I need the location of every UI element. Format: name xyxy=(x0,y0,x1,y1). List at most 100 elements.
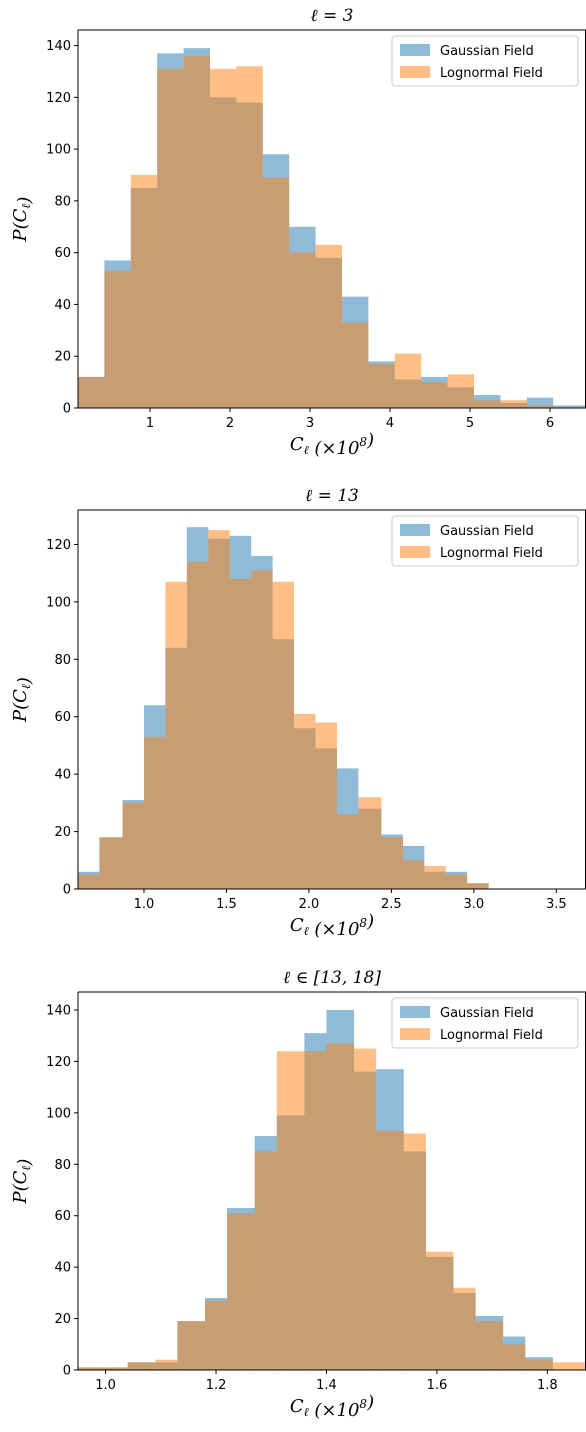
y-tick-label: 0 xyxy=(63,1364,71,1379)
lognormal-bar xyxy=(402,860,425,889)
x-tick-label: 3.5 xyxy=(546,897,567,912)
lognormal-bar xyxy=(326,1043,355,1370)
lognormal-bar xyxy=(453,1287,476,1370)
lognormal-bar xyxy=(424,866,446,889)
lognormal-legend-swatch xyxy=(400,1028,430,1040)
y-tick-label: 80 xyxy=(54,1158,71,1173)
lognormal-bar xyxy=(99,837,123,889)
y-tick-label: 80 xyxy=(54,194,71,209)
chart-panel-2: 0 20 40 60 80 100 120 1.0 1.5 2.0 2.5 3.0 3.5 ℓ = 13 C… xyxy=(10,486,586,940)
lognormal-bar xyxy=(474,400,501,408)
legend-box xyxy=(391,35,579,87)
chart-title: ℓ = 13 xyxy=(305,486,359,506)
legend-label: Gaussian Field xyxy=(440,44,534,59)
lognormal-bar xyxy=(294,713,316,889)
y-tick-label: 40 xyxy=(54,768,71,783)
x-tick-label: 2 xyxy=(226,416,234,431)
gaussian-legend-swatch xyxy=(400,524,430,536)
lognormal-bar xyxy=(368,363,395,408)
y-tick-label: 100 xyxy=(46,595,71,610)
lognormal-bar xyxy=(475,1321,504,1370)
y-tick-label: 0 xyxy=(63,883,71,898)
lognormal-bar xyxy=(354,1048,377,1370)
lognormal-bar xyxy=(336,814,359,889)
lognormal-bar xyxy=(262,177,290,408)
y-tick-label: 20 xyxy=(54,1312,71,1327)
lognormal-bar xyxy=(403,1133,426,1370)
y-tick-label: 20 xyxy=(54,350,71,365)
lognormal-bar xyxy=(315,722,337,889)
x-tick-label: 1 xyxy=(146,416,154,431)
lognormal-bar xyxy=(251,570,273,889)
lognormal-bar xyxy=(155,1359,178,1370)
lognormal-bar xyxy=(165,581,187,889)
y-tick-label: 100 xyxy=(46,143,71,158)
lognormal-bar xyxy=(272,581,295,889)
gaussian-legend-swatch xyxy=(400,1006,430,1018)
y-tick-label: 0 xyxy=(63,402,71,417)
y-tick-label: 80 xyxy=(54,653,71,668)
lognormal-bar xyxy=(177,1321,205,1370)
y-axis-label: P(Cℓ) xyxy=(10,197,35,243)
lognormal-bar xyxy=(500,400,527,408)
lognormal-bar xyxy=(183,55,210,408)
lognormal-bar xyxy=(130,174,158,408)
lognormal-bar xyxy=(122,802,144,889)
gaussian-bar xyxy=(526,397,554,408)
y-axis-label: P(Cℓ) xyxy=(10,677,35,723)
x-axis-label: Cℓ (×108) xyxy=(290,911,374,940)
lognormal-bar xyxy=(304,1051,327,1370)
x-tick-label: 2.5 xyxy=(381,897,402,912)
lognormal-bar xyxy=(78,1367,106,1370)
lognormal-bar xyxy=(376,1130,404,1370)
chart-title: ℓ ∈ [13, 18] xyxy=(283,968,381,988)
lognormal-bar xyxy=(205,1300,228,1370)
x-tick-label: 1.4 xyxy=(316,1378,337,1393)
lognormal-bar xyxy=(78,376,105,408)
legend-label: Lognormal Field xyxy=(440,546,543,561)
y-tick-label: 20 xyxy=(54,825,71,840)
x-tick-label: 6 xyxy=(546,416,554,431)
y-tick-label: 140 xyxy=(46,1004,71,1019)
y-tick-label: 40 xyxy=(54,1261,71,1276)
lognormal-bar xyxy=(421,382,448,408)
legend-box xyxy=(391,997,579,1049)
lognormal-bar xyxy=(78,874,100,889)
lognormal-bar xyxy=(254,1151,277,1370)
lognormal-bar xyxy=(105,1367,128,1370)
lognormal-bar xyxy=(526,405,554,408)
chart-panel-3: 0 20 40 60 80 100 120 140 1.0 1.2 1.4 1.6 1.8 ℓ ∈ [13… xyxy=(10,968,586,1421)
gaussian-legend-swatch xyxy=(400,44,430,56)
lognormal-bar xyxy=(381,837,403,889)
lognormal-legend-swatch xyxy=(400,546,430,558)
lognormal-bar xyxy=(525,1359,553,1370)
lognormal-bar xyxy=(394,353,422,408)
y-tick-label: 60 xyxy=(54,710,71,725)
y-tick-label: 120 xyxy=(46,538,71,553)
x-tick-label: 4 xyxy=(386,416,394,431)
lognormal-bar xyxy=(208,530,230,889)
lognormal-bar xyxy=(104,270,131,408)
lognormal-bar xyxy=(425,1251,454,1370)
lognormal-bar xyxy=(289,252,316,408)
x-axis-label: Cℓ (×108) xyxy=(290,1392,374,1421)
lognormal-bar xyxy=(315,244,342,408)
legend-label: Gaussian Field xyxy=(440,524,534,539)
y-tick-label: 40 xyxy=(54,298,71,313)
legend-label: Lognormal Field xyxy=(440,1028,543,1043)
lognormal-bar xyxy=(445,874,468,889)
x-tick-label: 2.0 xyxy=(299,897,320,912)
x-tick-label: 1.0 xyxy=(134,897,155,912)
y-axis-label: P(Cℓ) xyxy=(10,1159,35,1205)
x-tick-label: 1.6 xyxy=(427,1378,448,1393)
x-tick-label: 5 xyxy=(466,416,474,431)
lognormal-bar xyxy=(157,68,184,408)
x-tick-label: 1.0 xyxy=(95,1378,116,1393)
x-tick-label: 1.5 xyxy=(216,897,237,912)
chart-title: ℓ = 3 xyxy=(311,6,354,26)
lognormal-bar xyxy=(229,578,252,889)
lognormal-bar xyxy=(143,736,166,889)
lognormal-bar xyxy=(447,374,474,408)
y-tick-label: 120 xyxy=(46,1055,71,1070)
